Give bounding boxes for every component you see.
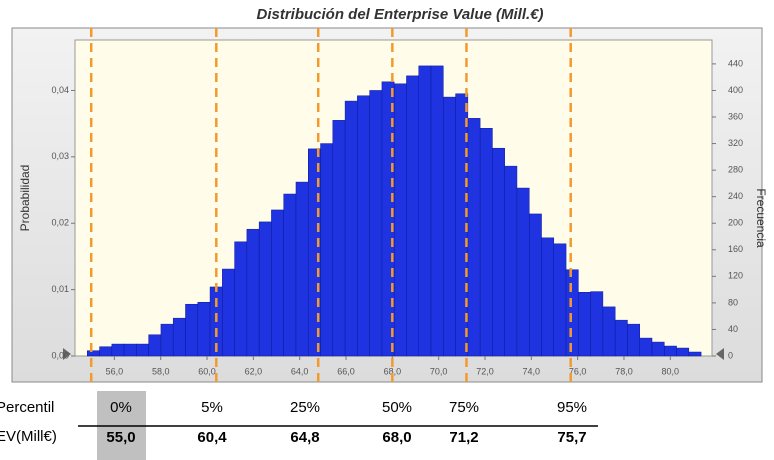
bar (492, 147, 505, 357)
y-tick-label: 0,03 (51, 151, 69, 161)
bar (418, 65, 432, 357)
bar (553, 243, 567, 357)
percentile-name: 0% (110, 399, 132, 416)
bar (651, 341, 665, 357)
y2-tick-label: 400 (728, 85, 743, 95)
y-tick-label: 0,01 (51, 284, 69, 294)
x-tick-label: 58,0 (152, 366, 170, 376)
y2-axis-label: Frecuencia (754, 188, 768, 248)
bar (541, 237, 555, 357)
bar (258, 221, 272, 357)
bar (222, 268, 235, 357)
bar (234, 241, 248, 357)
bar (357, 95, 370, 357)
percentile-name: 75% (449, 399, 479, 416)
bar (283, 193, 297, 357)
bar (136, 343, 149, 357)
y2-tick-label: 80 (728, 297, 738, 307)
percentile-value: 60,4 (197, 429, 227, 446)
row-label: EV(Mill€) (0, 428, 57, 445)
y2-tick-label: 240 (728, 191, 743, 201)
x-tick-label: 68,0 (384, 366, 402, 376)
bar (172, 317, 186, 357)
y-axis-label: Probabilidad (18, 165, 32, 232)
bar (504, 165, 518, 357)
x-tick-label: 80,0 (662, 366, 680, 376)
bar (688, 351, 702, 357)
y2-tick-label: 200 (728, 218, 743, 228)
x-tick-label: 78,0 (615, 366, 633, 376)
percentile-value: 64,8 (290, 429, 319, 446)
y2-tick-label: 320 (728, 138, 743, 148)
y2-tick-label: 280 (728, 164, 743, 174)
bar (602, 306, 616, 357)
x-tick-label: 70,0 (430, 366, 448, 376)
bar (148, 334, 162, 357)
percentile-value: 55,0 (106, 429, 135, 446)
bar (87, 350, 100, 357)
bar (406, 75, 419, 357)
y2-tick-label: 160 (728, 244, 743, 254)
bar (295, 181, 309, 357)
bar (467, 118, 481, 357)
row-label: Percentil (0, 399, 54, 416)
x-tick-label: 62,0 (245, 366, 263, 376)
percentile-name: 5% (201, 399, 223, 416)
bar (271, 209, 284, 357)
bar (185, 303, 199, 357)
y2-tick-label: 0 (728, 350, 733, 360)
percentile-name: 95% (557, 399, 587, 416)
bar (160, 323, 174, 357)
bar (393, 83, 407, 357)
bar (443, 96, 456, 357)
axis-arrow (716, 348, 724, 360)
bar (197, 301, 211, 357)
percentile-value: 71,2 (449, 429, 478, 446)
bar (614, 319, 628, 357)
percentile-name: 50% (382, 399, 412, 416)
bar (111, 343, 125, 357)
y-tick-label: 0,04 (51, 85, 69, 95)
bar (516, 187, 530, 357)
bar (676, 347, 690, 357)
bar (332, 120, 346, 357)
bar (320, 143, 334, 357)
percentile-value: 68,0 (382, 429, 411, 446)
y-tick-label: 0,02 (51, 218, 69, 228)
chart-title: Distribución del Enterprise Value (Mill.… (257, 6, 544, 23)
x-tick-label: 76,0 (569, 366, 587, 376)
x-tick-label: 60,0 (198, 366, 216, 376)
axis-arrow (63, 348, 71, 360)
bar (430, 65, 444, 357)
x-tick-label: 72,0 (476, 366, 494, 376)
bar (369, 90, 383, 357)
y2-tick-label: 360 (728, 111, 743, 121)
percentile-name: 25% (290, 399, 320, 416)
x-tick-label: 74,0 (523, 366, 541, 376)
bar (590, 291, 604, 357)
y2-tick-label: 40 (728, 324, 738, 334)
percentile-value: 75,7 (557, 429, 586, 446)
bar (639, 337, 653, 357)
x-tick-label: 56,0 (106, 366, 124, 376)
y2-tick-label: 440 (728, 58, 743, 68)
bar (578, 292, 591, 357)
bar (246, 228, 260, 357)
y-tick-label: 0,00 (51, 350, 69, 360)
bar (344, 100, 358, 357)
bar (99, 346, 113, 357)
x-tick-label: 66,0 (337, 366, 355, 376)
y2-tick-label: 120 (728, 271, 743, 281)
bar (479, 128, 493, 357)
bar (664, 345, 677, 357)
x-tick-label: 64,0 (291, 366, 309, 376)
bar (565, 269, 579, 357)
bar (123, 343, 137, 357)
bar (627, 323, 640, 357)
bar (528, 213, 542, 357)
